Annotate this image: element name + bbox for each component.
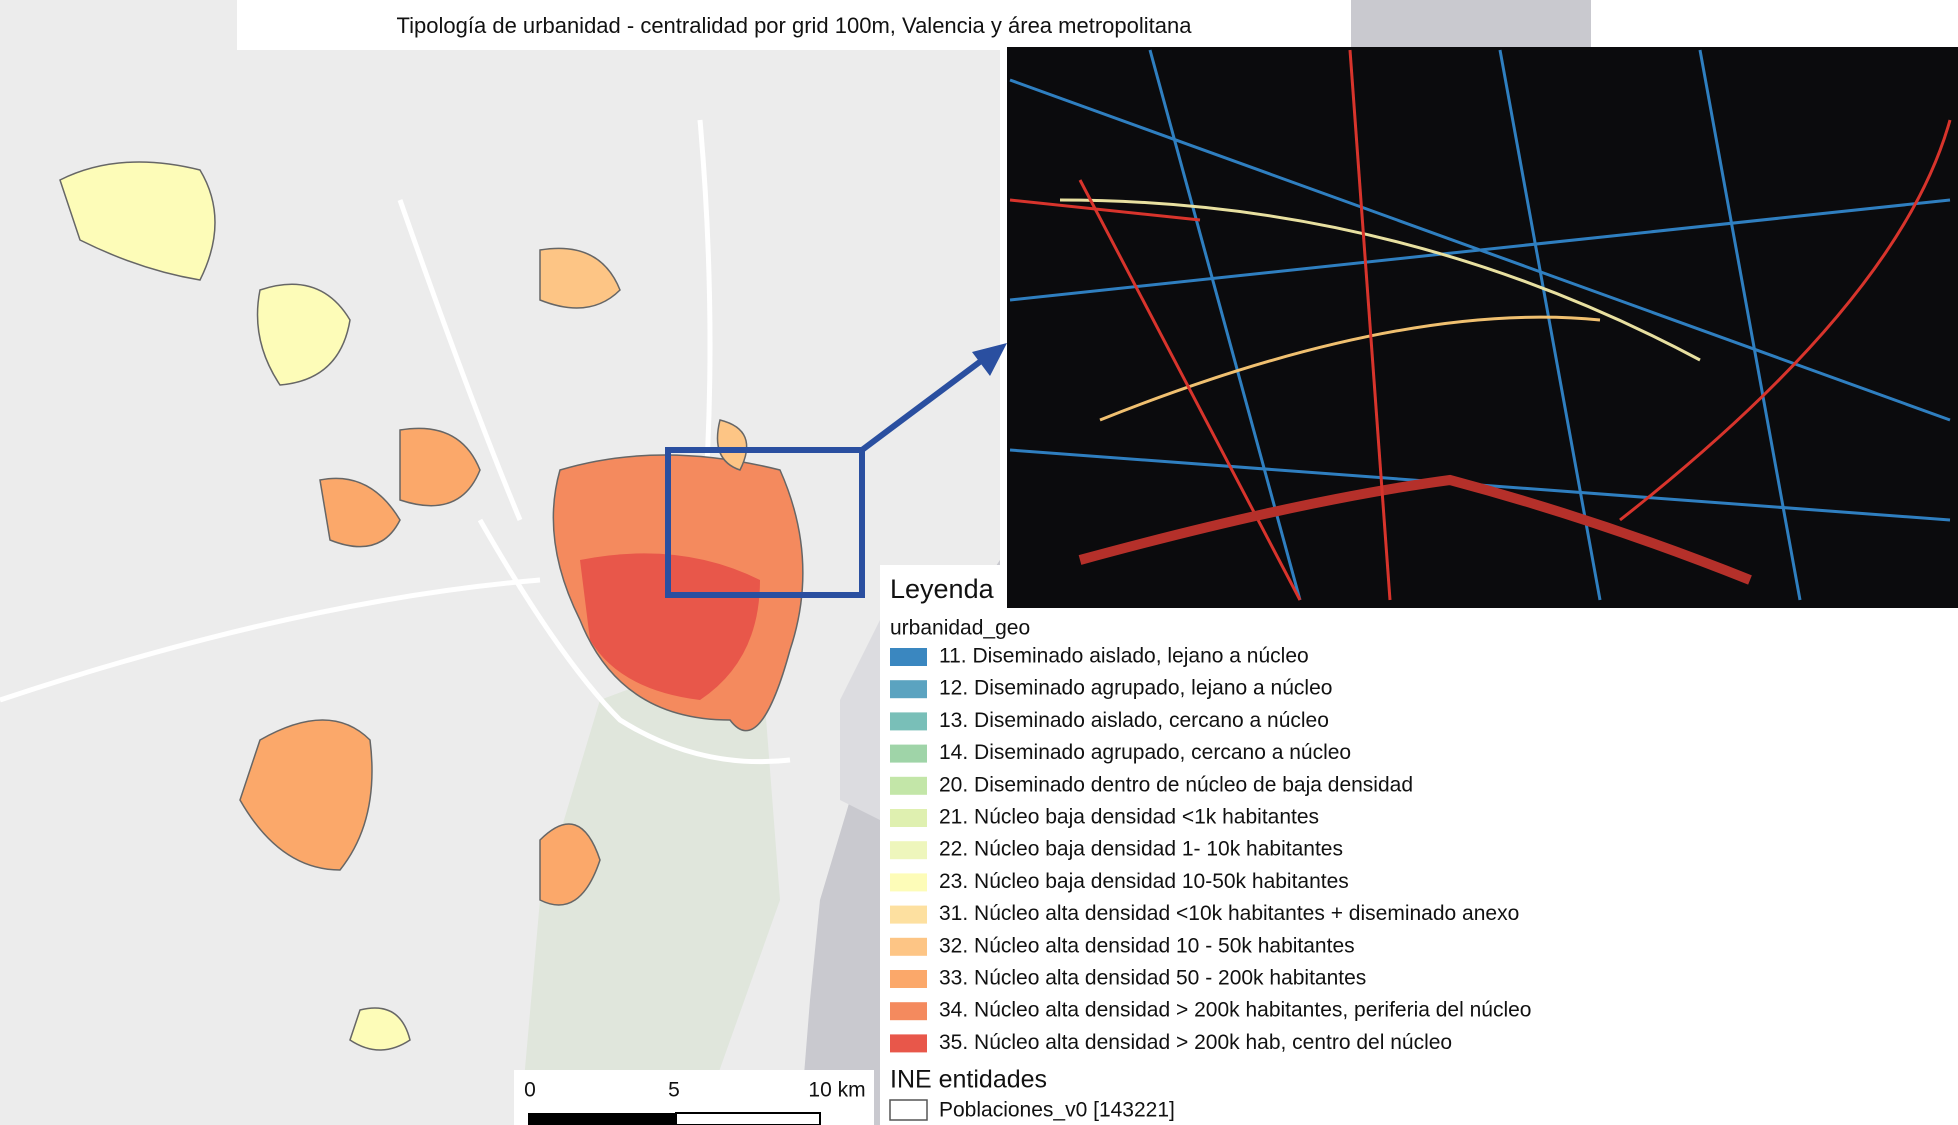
legend-label: 33. Núcleo alta densidad 50 - 200k habit…	[939, 967, 1366, 990]
scale-label: 10 km	[808, 1079, 865, 1102]
albufera-area	[520, 640, 780, 1125]
map-title: Tipología de urbanidad - centralidad por…	[397, 13, 1193, 38]
legend-title: Leyenda	[890, 574, 995, 604]
legend-label: 35. Núcleo alta densidad > 200k hab, cen…	[939, 1031, 1452, 1054]
outline-swatch	[889, 1099, 928, 1121]
legend-swatch	[890, 873, 927, 892]
title-band	[237, 0, 1351, 50]
legend-layer: urbanidad_geo	[890, 617, 1030, 640]
legend-swatch	[890, 648, 927, 666]
legend-label: 23. Núcleo baja densidad 10-50k habitant…	[939, 870, 1349, 893]
arrow-head	[972, 343, 1007, 376]
legend-bg	[880, 608, 1958, 1125]
scale-label: 0	[524, 1079, 536, 1102]
legend-swatch	[890, 1034, 927, 1053]
zoom-arrow	[860, 355, 987, 453]
legend-label: 12. Diseminado agrupado, lejano a núcleo	[939, 677, 1332, 700]
legend-swatch	[890, 1002, 927, 1021]
legend-items: 11. Diseminado aislado, lejano a núcleo 1…	[890, 645, 1532, 1054]
legend-label: 20. Diseminado dentro de núcleo de baja …	[939, 773, 1413, 796]
legend-swatch	[890, 841, 927, 860]
legend-label: 34. Núcleo alta densidad > 200k habitant…	[939, 999, 1532, 1022]
scale-label: 5	[668, 1079, 680, 1102]
legend-swatch	[890, 776, 927, 795]
legend-swatch	[890, 680, 927, 699]
scale-bar-white	[675, 1112, 821, 1125]
legend-label: 11. Diseminado aislado, lejano a núcleo	[939, 645, 1309, 668]
legend-label: 22. Núcleo baja densidad 1- 10k habitant…	[939, 838, 1343, 861]
legend-label: 14. Diseminado agrupado, cercano a núcle…	[939, 741, 1351, 764]
legend-swatch	[890, 712, 927, 731]
port	[840, 620, 880, 820]
title-band-gray	[1351, 0, 1591, 50]
inset-map	[1007, 47, 1958, 608]
legend-swatch	[890, 937, 927, 956]
legend-label: 32. Núcleo alta densidad 10 - 50k habita…	[939, 934, 1355, 957]
inset-streets	[1009, 49, 1952, 601]
legend-label: 21. Núcleo baja densidad <1k habitantes	[939, 806, 1319, 829]
legend-label: 13. Diseminado aislado, cercano a núcleo	[939, 709, 1329, 732]
legend-swatch	[890, 809, 927, 827]
legend-label: 31. Núcleo alta densidad <10k habitantes…	[939, 902, 1519, 925]
zoom-box	[665, 447, 865, 598]
legend-swatch	[890, 905, 927, 924]
legend-outline-label: Poblaciones_v0 [143221]	[939, 1099, 1175, 1122]
scale-bar-black	[528, 1113, 676, 1125]
legend-group: INE entidades	[890, 1066, 1047, 1094]
legend-swatch	[890, 744, 927, 763]
legend-swatch	[890, 970, 927, 988]
legend-bg-top	[880, 565, 1007, 608]
